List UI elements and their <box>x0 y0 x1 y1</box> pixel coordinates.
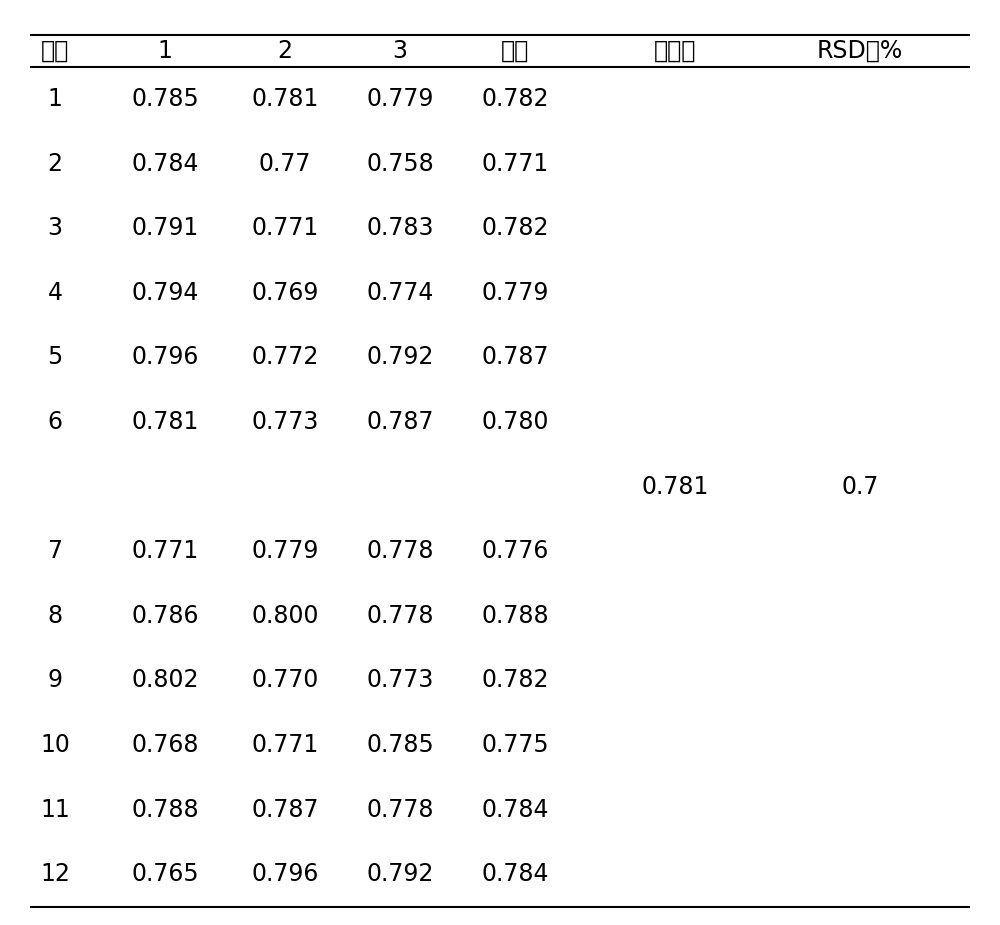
Text: 0.773: 0.773 <box>366 669 434 693</box>
Text: 4: 4 <box>48 280 62 304</box>
Text: 0.782: 0.782 <box>481 87 549 111</box>
Text: 11: 11 <box>40 797 70 821</box>
Text: 0.779: 0.779 <box>481 280 549 304</box>
Text: 0.779: 0.779 <box>366 87 434 111</box>
Text: 12: 12 <box>40 862 70 886</box>
Text: 0.765: 0.765 <box>131 862 199 886</box>
Text: 1: 1 <box>48 87 62 111</box>
Text: 0.771: 0.771 <box>251 216 319 240</box>
Text: 0.782: 0.782 <box>481 669 549 693</box>
Text: 0.774: 0.774 <box>366 280 434 304</box>
Text: 0.781: 0.781 <box>131 410 199 434</box>
Text: 0.792: 0.792 <box>366 345 434 369</box>
Text: 0.786: 0.786 <box>131 604 199 628</box>
Text: 10: 10 <box>40 733 70 757</box>
Text: 0.758: 0.758 <box>366 152 434 176</box>
Text: 0.788: 0.788 <box>131 797 199 821</box>
Text: 0.769: 0.769 <box>251 280 319 304</box>
Text: 3: 3 <box>48 216 62 240</box>
Text: 6: 6 <box>48 410 62 434</box>
Text: 0.778: 0.778 <box>366 797 434 821</box>
Text: 5: 5 <box>47 345 63 369</box>
Text: 0.771: 0.771 <box>251 733 319 757</box>
Text: 子样: 子样 <box>41 39 69 63</box>
Text: 0.770: 0.770 <box>251 669 319 693</box>
Text: 0.784: 0.784 <box>131 152 199 176</box>
Text: 0.779: 0.779 <box>251 539 319 563</box>
Text: 0.776: 0.776 <box>481 539 549 563</box>
Text: 0.771: 0.771 <box>131 539 199 563</box>
Text: 0.773: 0.773 <box>251 410 319 434</box>
Text: 0.778: 0.778 <box>366 604 434 628</box>
Text: 1: 1 <box>158 39 172 63</box>
Text: 0.787: 0.787 <box>251 797 319 821</box>
Text: 7: 7 <box>48 539 62 563</box>
Text: 0.782: 0.782 <box>481 216 549 240</box>
Text: 0.781: 0.781 <box>641 475 709 499</box>
Text: 总平均: 总平均 <box>654 39 696 63</box>
Text: 0.792: 0.792 <box>366 862 434 886</box>
Text: 0.784: 0.784 <box>481 862 549 886</box>
Text: 0.800: 0.800 <box>251 604 319 628</box>
Text: 0.788: 0.788 <box>481 604 549 628</box>
Text: 0.796: 0.796 <box>251 862 319 886</box>
Text: 9: 9 <box>48 669 62 693</box>
Text: 0.7: 0.7 <box>841 475 879 499</box>
Text: 0.785: 0.785 <box>131 87 199 111</box>
Text: 平均: 平均 <box>501 39 529 63</box>
Text: 2: 2 <box>278 39 292 63</box>
Text: 0.794: 0.794 <box>131 280 199 304</box>
Text: RSD，%: RSD，% <box>817 39 903 63</box>
Text: 0.787: 0.787 <box>366 410 434 434</box>
Text: 2: 2 <box>48 152 62 176</box>
Text: 0.771: 0.771 <box>481 152 549 176</box>
Text: 0.802: 0.802 <box>131 669 199 693</box>
Text: 0.796: 0.796 <box>131 345 199 369</box>
Text: 0.791: 0.791 <box>131 216 199 240</box>
Text: 0.772: 0.772 <box>251 345 319 369</box>
Text: 0.768: 0.768 <box>131 733 199 757</box>
Text: 0.775: 0.775 <box>481 733 549 757</box>
Text: 0.77: 0.77 <box>259 152 311 176</box>
Text: 8: 8 <box>47 604 63 628</box>
Text: 0.785: 0.785 <box>366 733 434 757</box>
Text: 0.784: 0.784 <box>481 797 549 821</box>
Text: 0.787: 0.787 <box>481 345 549 369</box>
Text: 0.780: 0.780 <box>481 410 549 434</box>
Text: 0.783: 0.783 <box>366 216 434 240</box>
Text: 0.778: 0.778 <box>366 539 434 563</box>
Text: 0.781: 0.781 <box>251 87 319 111</box>
Text: 3: 3 <box>392 39 408 63</box>
